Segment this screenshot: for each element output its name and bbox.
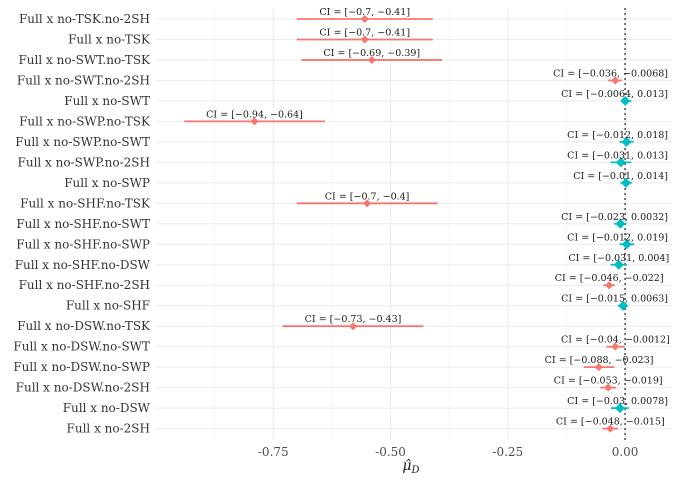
point-estimate xyxy=(363,199,372,208)
row-label: Full x no-SHF.no-2SH xyxy=(19,278,150,292)
ci-label: CI = [−0.94, −0.64] xyxy=(206,109,303,120)
row-label: Full x no-SHF xyxy=(66,299,150,313)
estimate-row: CI = [−0.015, 0.0063] xyxy=(561,294,668,311)
estimate-row: CI = [−0.031, 0.004] xyxy=(568,253,669,270)
estimate-row: CI = [−0.73, −0.43] xyxy=(282,314,424,331)
estimate-row: CI = [−0.7, −0.41] xyxy=(296,7,433,23)
point-estimate xyxy=(606,424,615,433)
ci-label: CI = [−0.01, 0.014] xyxy=(573,171,668,182)
row-label: Full x no-2SH xyxy=(67,422,150,436)
x-tick-label: 0.00 xyxy=(612,445,639,459)
ci-label: CI = [−0.046, −0.022] xyxy=(555,273,664,284)
row-label: Full x no-SWT.no-TSK xyxy=(18,53,151,67)
ci-label: CI = [−0.036, −0.0068] xyxy=(553,68,668,79)
estimate-row: CI = [−0.03, 0.0078] xyxy=(567,396,668,414)
estimate-row: CI = [−0.04, −0.0012] xyxy=(561,335,670,351)
point-estimate xyxy=(349,322,358,331)
point-estimate xyxy=(613,259,624,270)
row-label: Full x no-SWP.no-2SH xyxy=(18,155,150,169)
row-label: Full x no-SWP.no-TSK xyxy=(19,114,151,128)
row-label: Full x no-DSW.no-TSK xyxy=(17,319,151,333)
ci-label: CI = [−0.73, −0.43] xyxy=(305,314,402,325)
point-estimate xyxy=(615,157,626,168)
point-estimate xyxy=(250,117,259,126)
x-tick-label: -0.50 xyxy=(375,445,406,459)
y-axis-labels: Full x no-TSK.no-2SH Full x no-TSK Full x … xyxy=(13,12,151,436)
point-estimate xyxy=(621,177,632,188)
ci-label: CI = [−0.7, −0.41] xyxy=(319,27,410,38)
point-estimate xyxy=(611,342,620,351)
row-label: Full x no-TSK.no-2SH xyxy=(19,12,150,26)
estimate-row: CI = [−0.7, −0.4] xyxy=(296,191,438,208)
estimate-row: CI = [−0.0064, 0.013] xyxy=(561,89,668,106)
estimate-row: CI = [−0.048, −0.015] xyxy=(556,417,665,433)
estimate-rows: CI = [−0.7, −0.41] CI = [−0.7, −0.41] CI =… xyxy=(184,7,670,433)
row-label: Full x no-DSW.no-SWT xyxy=(13,340,150,354)
estimate-row: CI = [−0.01, 0.014] xyxy=(573,171,668,188)
ci-label: CI = [−0.03, 0.0078] xyxy=(567,396,668,407)
estimate-row: CI = [−0.7, −0.41] xyxy=(296,27,433,44)
x-tick-label: -0.75 xyxy=(258,445,289,459)
row-label: Full x no-DSW xyxy=(63,401,151,415)
point-estimate xyxy=(614,403,625,414)
estimate-row: CI = [−0.053, −0.019] xyxy=(554,376,663,392)
ci-label: CI = [−0.04, −0.0012] xyxy=(561,335,670,346)
ci-label: CI = [−0.031, 0.004] xyxy=(568,253,669,264)
row-label: Full x no-SHF.no-TSK xyxy=(20,196,151,210)
estimate-row: CI = [−0.046, −0.022] xyxy=(555,273,664,290)
row-label: Full x no-SWP.no-SWT xyxy=(15,135,150,149)
x-axis-ticks: -0.75 -0.50 -0.25 0.00 xyxy=(258,445,639,459)
ci-label: CI = [−0.69, −0.39] xyxy=(323,48,420,59)
ci-label: CI = [−0.031, 0.013] xyxy=(567,150,668,161)
point-estimate xyxy=(620,95,631,106)
row-label: Full x no-DSW.no-2SH xyxy=(16,381,150,395)
estimate-row: CI = [−0.69, −0.39] xyxy=(301,48,443,64)
x-tick-label: -0.25 xyxy=(492,445,523,459)
row-label: Full x no-TSK xyxy=(68,32,151,46)
estimate-row: CI = [−0.031, 0.013] xyxy=(567,150,668,168)
row-label: Full x no-SHF.no-SWT xyxy=(16,217,150,231)
row-label: Full x no-DSW.no-SWP xyxy=(13,360,150,374)
estimate-row: CI = [−0.012, 0.018] xyxy=(567,130,668,147)
estimate-row: CI = [−0.023, 0.0032] xyxy=(561,212,668,229)
x-axis-title: μ̂D xyxy=(402,458,419,476)
point-estimate xyxy=(618,300,629,311)
point-estimate xyxy=(611,76,620,85)
estimate-row: CI = [−0.088, −0.023] xyxy=(545,355,654,372)
ci-label: CI = [−0.015, 0.0063] xyxy=(561,294,668,305)
point-estimate xyxy=(621,136,632,147)
estimate-row: CI = [−0.94, −0.64] xyxy=(184,109,325,126)
row-label: Full x no-SWP xyxy=(64,176,150,190)
ci-label: CI = [−0.7, −0.41] xyxy=(319,7,410,18)
point-estimate xyxy=(367,55,376,64)
row-label: Full x no-SWT xyxy=(64,94,150,108)
ci-label: CI = [−0.088, −0.023] xyxy=(545,355,654,366)
ci-label: CI = [−0.012, 0.018] xyxy=(567,130,668,141)
ci-label: CI = [−0.012, 0.019] xyxy=(567,232,668,243)
point-estimate xyxy=(621,239,632,250)
ci-label: CI = [−0.0064, 0.013] xyxy=(561,89,668,100)
row-label: Full x no-SHF.no-DSW xyxy=(15,258,151,272)
point-estimate xyxy=(604,383,613,392)
row-label: Full x no-SHF.no-SWP xyxy=(16,237,150,251)
point-estimate xyxy=(360,15,369,23)
ci-label: CI = [−0.048, −0.015] xyxy=(556,417,665,428)
estimate-row: CI = [−0.036, −0.0068] xyxy=(553,68,668,85)
point-estimate xyxy=(605,281,614,290)
ci-label: CI = [−0.7, −0.4] xyxy=(325,191,410,202)
row-label: Full x no-SWT.no-2SH xyxy=(17,73,150,87)
point-estimate xyxy=(360,35,369,44)
estimate-row: CI = [−0.012, 0.019] xyxy=(567,232,668,250)
point-estimate xyxy=(615,218,626,229)
ci-label: CI = [−0.053, −0.019] xyxy=(554,376,663,387)
point-estimate xyxy=(594,363,603,372)
ci-label: CI = [−0.023, 0.0032] xyxy=(561,212,668,223)
